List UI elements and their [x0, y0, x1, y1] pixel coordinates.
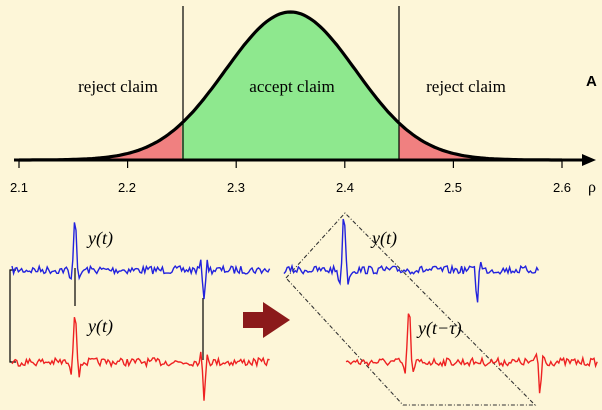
left-bottom-signal-label: y(t) — [86, 316, 113, 337]
reject-claim-left-label: reject claim — [78, 77, 158, 96]
accept-region-fill — [181, 12, 400, 160]
tick-label: 2.5 — [444, 180, 462, 195]
distribution-panel: 2.1 2.2 2.3 2.4 2.5 2.6 ρ reject claim a… — [10, 6, 597, 196]
signal-trace-y-t-tau-red — [345, 313, 598, 394]
left-bracket — [9, 269, 16, 363]
rho-axis-arrowhead — [582, 154, 596, 166]
gaussian-curve — [19, 10, 562, 162]
signal-trace-y-t-blue-right — [283, 218, 540, 303]
accept-claim-label: accept claim — [249, 77, 334, 96]
tick-label: 2.1 — [10, 180, 28, 195]
left-top-signal-label: y(t) — [86, 228, 113, 249]
signal-panel: y(t) y(t) y(t) y(t−τ) — [9, 212, 598, 406]
time-shift-parallelogram — [285, 212, 537, 406]
right-bottom-signal-label: y(t−τ) — [416, 318, 462, 339]
left-signal-group: y(t) y(t) — [9, 222, 271, 401]
signal-trace-y-t-blue — [11, 222, 271, 300]
transform-arrow-icon — [243, 302, 290, 338]
axis-tick-marks — [18, 160, 563, 168]
tick-label: 2.3 — [227, 180, 245, 195]
reject-claim-right-label: reject claim — [426, 77, 506, 96]
signal-trace-y-t-red — [11, 317, 270, 401]
axis-label-rho: ρ — [588, 179, 596, 196]
right-signal-group: y(t) y(t−τ) — [283, 212, 598, 406]
panel-label: A — [586, 73, 597, 90]
tick-label: 2.6 — [553, 180, 571, 195]
tick-label: 2.2 — [118, 180, 136, 195]
right-top-signal-label: y(t) — [370, 228, 397, 249]
tick-label: 2.4 — [336, 180, 354, 195]
